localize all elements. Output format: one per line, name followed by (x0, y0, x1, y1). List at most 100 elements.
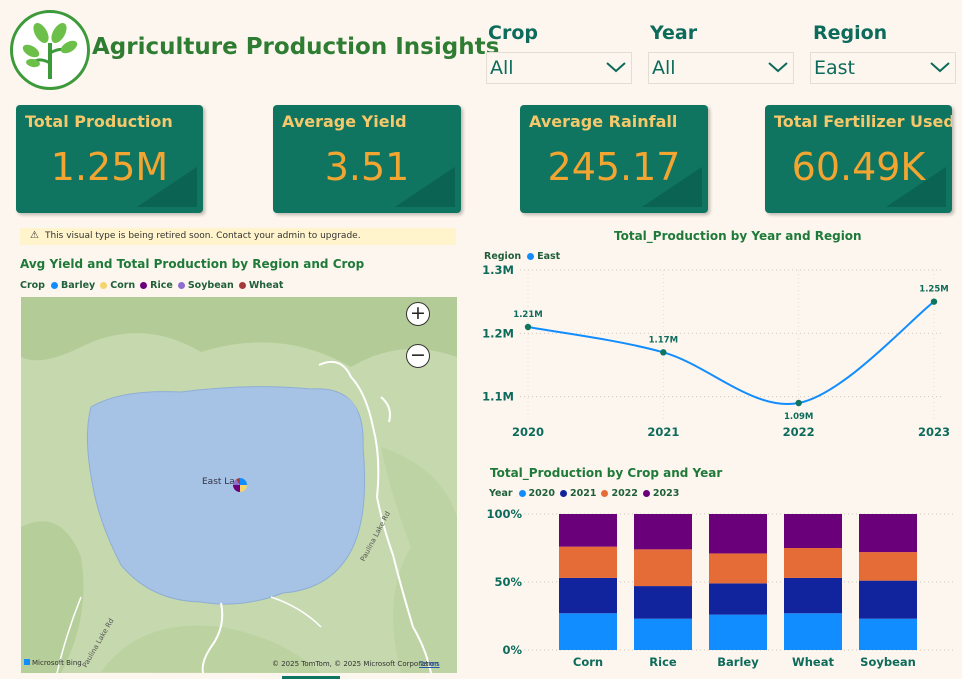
y-tick-label: 100% (486, 507, 522, 521)
total-production-card: Total Production 1.25M (16, 105, 203, 213)
deprecation-warning: ⚠ This visual type is being retired soon.… (20, 228, 456, 245)
x-tick-label: Barley (717, 655, 759, 669)
zoom-out-button[interactable]: − (406, 344, 430, 368)
bar-segment (859, 580, 917, 619)
bar-segment (709, 583, 767, 615)
card-decoration (395, 167, 455, 207)
line-chart-title: Total_Production by Year and Region (614, 229, 862, 243)
data-point (524, 323, 532, 331)
terms-link[interactable]: Terms (419, 660, 440, 668)
map-place-label: East La (202, 477, 235, 487)
map-attribution: © 2025 TomTom, © 2025 Microsoft Corporat… (272, 660, 439, 668)
legend-item-soybean[interactable]: Soybean (177, 280, 234, 291)
card-label: Total Fertilizer Used (774, 112, 952, 131)
x-tick-label: Soybean (860, 655, 916, 669)
zoom-in-button[interactable]: + (406, 302, 430, 326)
total-fertilizer-card: Total Fertilizer Used 60.49K (765, 105, 952, 213)
region-slicer[interactable]: East (810, 52, 956, 84)
average-yield-card: Average Yield 3.51 (273, 105, 461, 213)
card-decoration (642, 167, 702, 207)
legend-item-rice[interactable]: Rice (140, 280, 173, 291)
bar-segment (559, 613, 617, 650)
card-label: Average Rainfall (529, 112, 678, 131)
legend-item-2023[interactable]: 2023 (642, 488, 679, 499)
bar-segment (859, 618, 917, 650)
line-chart[interactable]: 1.3M 1.2M 1.1M 1.21M 1.17M 1.09M 1.25M 2020 2021… (480, 262, 960, 442)
bar-segment (784, 548, 842, 578)
year-slicer-value: All (652, 57, 676, 79)
active-page-tab-indicator (282, 676, 340, 679)
bar-chart[interactable]: 100% 50% 0% Corn Rice Barley Wheat Soybean (480, 500, 960, 676)
card-value: 60.49K (791, 145, 926, 189)
bar-chart-title: Total_Production by Crop and Year (490, 466, 723, 480)
legend-item-east[interactable]: East (527, 251, 560, 262)
card-label: Total Production (25, 112, 173, 131)
bar-segment (709, 614, 767, 650)
legend-item-wheat[interactable]: Wheat (238, 280, 283, 291)
bar-segment (709, 553, 767, 584)
bar-segment (859, 552, 917, 581)
data-label: 1.17M (649, 335, 678, 345)
pie-marker[interactable] (232, 477, 248, 493)
bar-segment (784, 514, 842, 548)
y-tick-label: 0% (502, 643, 522, 657)
x-tick-label: 2023 (918, 425, 950, 439)
year-slicer-label: Year (650, 22, 698, 44)
year-slicer[interactable]: All (648, 52, 794, 84)
x-tick-label: Rice (649, 655, 677, 669)
bar-segment (559, 577, 617, 614)
legend-item-2022[interactable]: 2022 (601, 488, 638, 499)
bar-segment (859, 514, 917, 553)
legend-item-2021[interactable]: 2021 (560, 488, 596, 499)
x-tick-label: Wheat (792, 655, 834, 669)
legend-title: Crop (20, 280, 45, 291)
bar-segment (784, 577, 842, 614)
series-line-east (527, 300, 935, 406)
card-value: 245.17 (547, 145, 681, 189)
bar-segment (559, 546, 617, 578)
legend-item-2020[interactable]: 2020 (518, 488, 555, 499)
data-label: 1.25M (919, 285, 948, 295)
y-tick-label: 50% (494, 575, 522, 589)
chevron-down-icon (930, 62, 950, 73)
crop-slicer-label: Crop (488, 22, 538, 44)
page-title: Agriculture Production Insights (92, 34, 500, 60)
warning-icon: ⚠ (30, 230, 39, 241)
x-tick-label: 2022 (783, 425, 815, 439)
line-chart-legend: Region East (484, 251, 565, 262)
map-title: Avg Yield and Total Production by Region… (20, 257, 365, 271)
y-tick-label: 1.2M (482, 326, 514, 340)
x-tick-label: Corn (573, 655, 603, 669)
map-canvas[interactable]: + − East La Paulina Lake Rd Paulina Lake… (21, 297, 457, 673)
logo (10, 10, 90, 90)
legend-title: Region (484, 251, 522, 262)
legend-item-barley[interactable]: Barley (50, 280, 95, 291)
data-point (930, 298, 938, 305)
crop-slicer[interactable]: All (486, 52, 632, 84)
region-slicer-label: Region (813, 22, 888, 44)
y-tick-label: 1.1M (482, 390, 514, 404)
data-label: 1.21M (513, 310, 542, 320)
bing-logo: Microsoft Bing (24, 659, 82, 667)
data-label: 1.09M (784, 412, 813, 422)
bar-chart-legend: Year 2020 2021 2022 2023 (489, 488, 684, 499)
bar-segment (709, 514, 767, 554)
y-tick-label: 1.3M (482, 263, 514, 277)
bar-segment (784, 613, 842, 650)
card-value: 1.25M (50, 145, 169, 189)
data-point (660, 349, 667, 356)
chevron-down-icon (768, 62, 788, 73)
x-tick-label: 2021 (647, 425, 679, 439)
card-value: 3.51 (324, 145, 410, 189)
plant-icon (22, 23, 78, 79)
crop-slicer-value: All (490, 57, 514, 79)
bar-segment (634, 586, 692, 619)
bar-segment (634, 514, 692, 550)
card-label: Average Yield (282, 112, 407, 131)
bar-segment (559, 514, 617, 547)
card-decoration (886, 167, 946, 207)
legend-item-corn[interactable]: Corn (100, 280, 135, 291)
card-decoration (137, 167, 197, 207)
bar-segment (634, 618, 692, 650)
legend-title: Year (489, 488, 513, 499)
